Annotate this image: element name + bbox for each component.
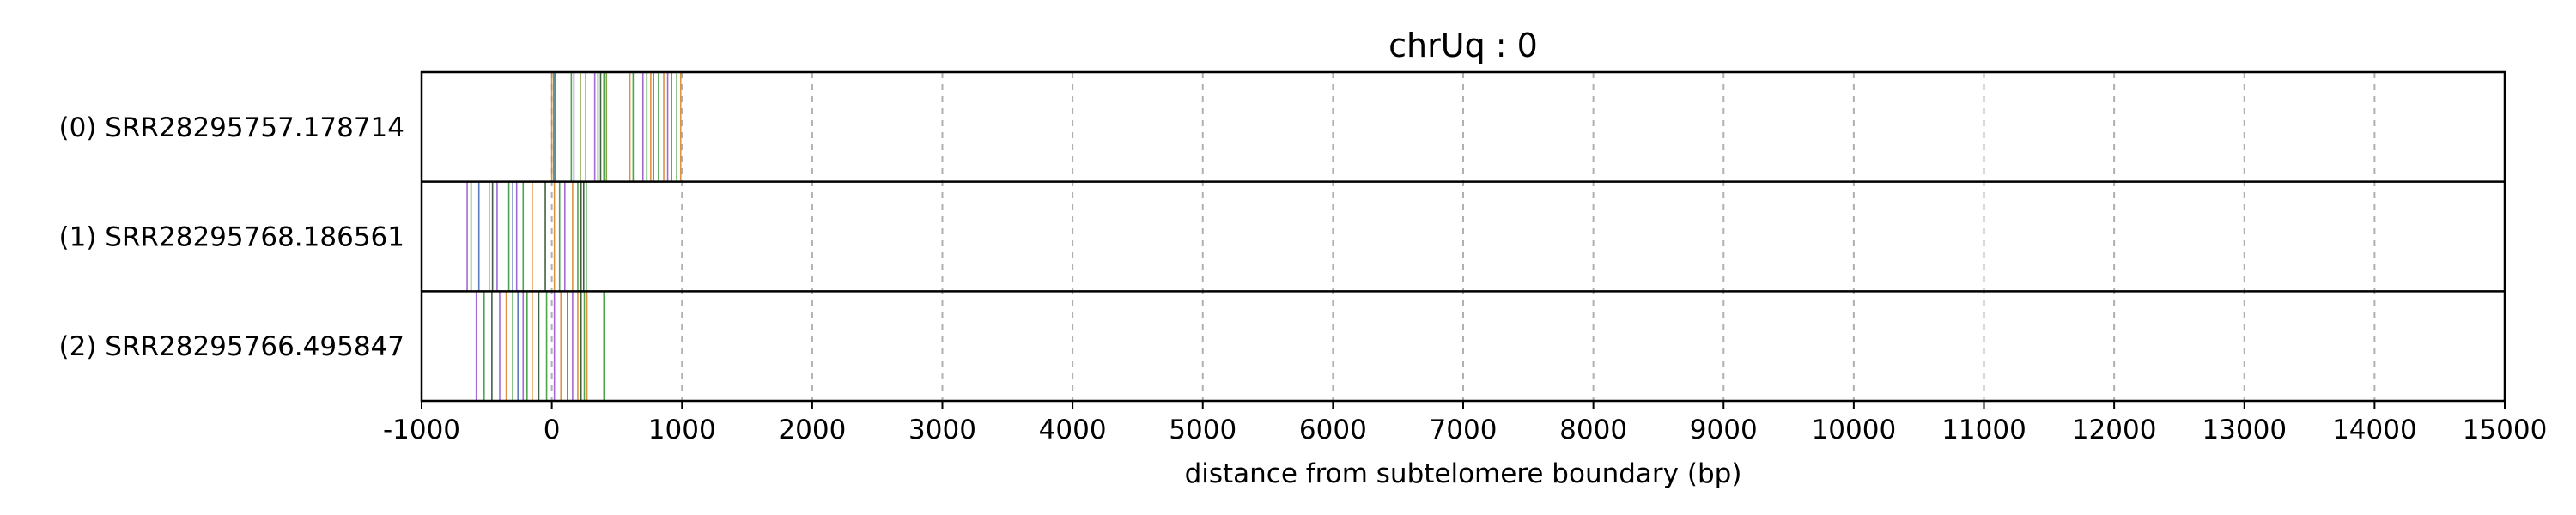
x-tick-label: 5000 (1169, 415, 1236, 445)
x-tick-label: -1000 (383, 415, 460, 445)
chart-title: chrUq : 0 (1388, 27, 1538, 64)
read-label: (2) SRR28295766.495847 (58, 331, 404, 362)
x-tick-label: 6000 (1299, 415, 1367, 445)
x-tick-label: 13000 (2202, 415, 2287, 445)
x-tick-label: 1000 (648, 415, 716, 445)
read-label: (0) SRR28295757.178714 (58, 112, 404, 143)
x-tick-label: 3000 (908, 415, 976, 445)
x-tick-label: 11000 (1941, 415, 2026, 445)
x-tick-label: 7000 (1430, 415, 1498, 445)
x-axis-label: distance from subtelomere boundary (bp) (1185, 458, 1742, 489)
x-tick-label: 15000 (2463, 415, 2548, 445)
x-tick-label: 10000 (1812, 415, 1897, 445)
x-tick-label: 12000 (2072, 415, 2157, 445)
x-tick-label: 14000 (2332, 415, 2417, 445)
x-tick-label: 4000 (1039, 415, 1107, 445)
x-tick-label: 2000 (778, 415, 846, 445)
read-label: (1) SRR28295768.186561 (58, 222, 404, 253)
x-axis-ticks: -1000 0 1000 2000 3000 4000 5000 6000 7000 8000 90… (383, 401, 2547, 445)
x-tick-label: 0 (544, 415, 561, 445)
read-labels: (0) SRR28295757.178714 (1) SRR28295768.18… (58, 112, 404, 362)
read-marks (466, 72, 682, 401)
x-tick-label: 8000 (1559, 415, 1627, 445)
x-tick-label: 9000 (1690, 415, 1758, 445)
